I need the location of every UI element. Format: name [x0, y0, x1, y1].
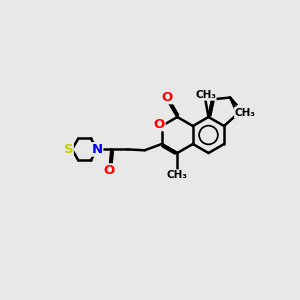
Text: CH₃: CH₃	[167, 170, 188, 180]
Text: O: O	[161, 91, 173, 104]
Text: N: N	[92, 143, 103, 156]
Text: N: N	[91, 143, 102, 156]
Text: CH₃: CH₃	[235, 107, 256, 118]
Text: CH₃: CH₃	[195, 90, 216, 100]
Text: S: S	[64, 143, 73, 156]
Text: O: O	[103, 164, 115, 177]
Text: O: O	[154, 118, 165, 131]
Text: O: O	[237, 106, 248, 119]
